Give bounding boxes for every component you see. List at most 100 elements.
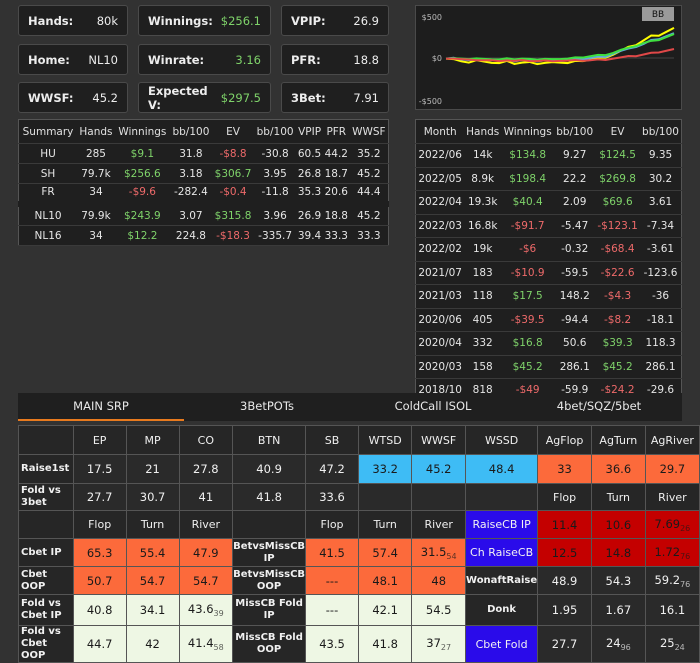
- column-header: EV: [595, 119, 641, 144]
- column-header: WWSF: [349, 119, 389, 144]
- grid-cell: CO: [178, 425, 234, 455]
- table-cell: -$18.3: [212, 225, 255, 246]
- tab-main-srp[interactable]: MAIN SRP: [18, 393, 184, 421]
- table-row: 2020/03 158 $45.2 286.1 $45.2 286.1: [415, 355, 682, 379]
- grid-cell: 48.9: [537, 566, 592, 595]
- grid-cell: 33: [537, 454, 592, 484]
- grid-cell: Cbet Fold: [465, 625, 539, 663]
- y-tick-label: $500: [422, 13, 442, 22]
- stat-value: NL10: [88, 52, 118, 67]
- legend-label: BB: [652, 10, 664, 20]
- table-cell: 18.8: [322, 203, 350, 226]
- table-cell: -$68.4: [595, 237, 641, 262]
- grid-cell: [357, 483, 413, 511]
- sample-size: 76: [680, 551, 691, 561]
- table-cell: 286.1: [640, 355, 682, 379]
- table-row: HU 285 $9.1 31.8 -$8.8 -30.8 60.5 44.2 35.2: [18, 143, 389, 164]
- table-cell: 9.35: [640, 143, 682, 168]
- grid-cell: 44.7: [72, 625, 127, 663]
- grid-cell: BetvsMissCB OOP: [232, 566, 307, 595]
- table-cell: 2020/04: [415, 331, 465, 356]
- grid-cell: 3727: [411, 625, 467, 663]
- table-row: NL10 79.9k $243.9 3.07 $315.8 3.96 26.9 18.8 45.…: [18, 203, 389, 226]
- table-cell: -30.8: [254, 143, 297, 164]
- tab-3betpots[interactable]: 3BetPOTs: [240, 399, 294, 413]
- table-cell: 50.6: [554, 331, 596, 356]
- stat-card: WWSF: 45.2: [18, 82, 128, 113]
- table-cell: 45.2: [349, 163, 389, 184]
- grid-cell: RaiseCB IP: [465, 510, 539, 539]
- grid-cell: 54.5: [411, 594, 467, 626]
- grid-cell: Turn: [357, 510, 413, 539]
- grid-row: Fold vs Cbet OOP 44.7 42 41.458 MissCB Fold …: [18, 625, 700, 663]
- table-cell: 2022/04: [415, 190, 465, 215]
- grid-cell: 65.3: [72, 538, 127, 567]
- table-cell: -18.1: [640, 308, 682, 332]
- table-row: 2021/07 183 -$10.9 -59.5 -$22.6 -123.6: [415, 261, 682, 285]
- table-cell: $69.6: [595, 190, 641, 215]
- grid-cell: 12.5: [537, 538, 592, 567]
- stat-value: 18.8: [353, 52, 379, 67]
- grid-cell: Turn: [125, 510, 180, 539]
- table-cell: $17.5: [501, 284, 555, 309]
- table-cell: -0.32: [554, 237, 596, 262]
- stat-value: 26.9: [353, 13, 379, 28]
- table-cell: -5.47: [554, 214, 596, 238]
- grid-row: Fold vs Cbet IP 40.8 34.1 43.639 MissCB Fold…: [18, 594, 700, 626]
- stat-label: Home:: [28, 52, 70, 67]
- table-cell: 44.4: [349, 183, 389, 204]
- table-row: 2020/06 405 -$39.5 -94.4 -$8.2 -18.1: [415, 308, 682, 332]
- stat-card: Winnings: $256.1: [138, 5, 271, 36]
- stat-label: Hands:: [28, 13, 74, 28]
- grid-cell: 11.4: [537, 510, 592, 539]
- tab-4bet-sqz-5bet[interactable]: 4bet/SQZ/5bet: [556, 399, 642, 413]
- grid-cell: 59.276: [644, 566, 700, 595]
- grid-cell: 14.8: [590, 538, 646, 567]
- grid-cell: 1.7276: [644, 538, 700, 567]
- grid-cell: 16.1: [644, 594, 700, 626]
- table-cell: 8.9k: [464, 167, 502, 191]
- grid-cell: [465, 483, 539, 511]
- table-cell: 16.8k: [464, 214, 502, 238]
- winnings-graph: $500 $0 -$500 BB: [415, 5, 682, 110]
- monthly-table: Month Hands Winnings bb/100 EV bb/100 2022/06 1…: [415, 119, 682, 403]
- table-cell: 183: [464, 261, 502, 285]
- grid-cell: 47.9: [178, 538, 234, 567]
- summary-table: Summary Hands Winnings bb/100 EV bb/100 VPIP PF…: [18, 119, 389, 246]
- grid-cell: [18, 425, 74, 455]
- table-cell: 79.9k: [77, 203, 115, 226]
- table-cell: 9.27: [554, 143, 596, 168]
- grid-cell: SB: [305, 425, 359, 455]
- table-cell: 44.2: [322, 143, 350, 164]
- grid-cell: River: [178, 510, 234, 539]
- stats-tabs: MAIN SRP 3BetPOTs ColdCall ISOL 4bet/SQZ/5b…: [18, 393, 682, 421]
- grid-cell: 2496: [590, 625, 646, 663]
- table-cell: -$9.6: [114, 183, 170, 204]
- sample-size: 27: [440, 643, 452, 652]
- sample-size: 76: [680, 579, 691, 589]
- table-cell: 2022/02: [415, 237, 465, 262]
- table-cell: SH: [18, 163, 78, 184]
- tab-coldcall-isol[interactable]: ColdCall ISOL: [394, 399, 472, 413]
- sample-size: 24: [674, 643, 685, 652]
- table-cell: 2022/06: [415, 143, 465, 168]
- table-cell: 35.3: [296, 183, 323, 204]
- grid-row: Flop Turn River Flop Turn River RaiseCB IP 11.4…: [18, 510, 700, 539]
- table-cell: 2022/05: [415, 167, 465, 191]
- table-cell: $306.7: [212, 163, 255, 184]
- table-row: FR 34 -$9.6 -282.4 -$0.4 -11.8 35.3 20.6 44.4: [18, 183, 389, 204]
- table-cell: -$91.7: [501, 214, 555, 238]
- table-cell: 332: [464, 331, 502, 356]
- grid-cell: Fold vs Cbet OOP: [18, 625, 74, 663]
- stat-value: $297.5: [220, 90, 261, 105]
- table-cell: 286.1: [554, 355, 596, 379]
- sample-size: 96: [620, 643, 631, 652]
- grid-cell: Ch RaiseCB: [465, 538, 539, 567]
- table-cell: -$8.8: [212, 143, 255, 164]
- grid-cell: MissCB Fold OOP: [232, 625, 307, 663]
- table-cell: 2.09: [554, 190, 596, 215]
- table-cell: 18.7: [322, 163, 350, 184]
- grid-cell: Flop: [537, 483, 592, 511]
- grid-cell: 27.8: [178, 454, 234, 484]
- table-cell: $315.8: [212, 203, 255, 226]
